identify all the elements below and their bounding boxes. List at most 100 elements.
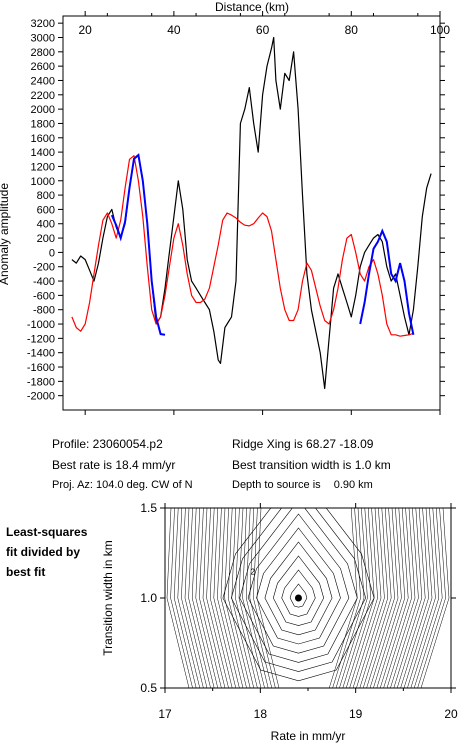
width-axis-label: Transition width in km — [101, 540, 115, 656]
y-tick-label-1: 3000 — [31, 32, 55, 44]
width-tick-label-1: 1.0 — [140, 591, 157, 605]
contour-line-right — [352, 508, 382, 688]
contour-ring — [281, 569, 316, 617]
y-tick-label-21: -1000 — [27, 319, 55, 331]
y-tick-label-3: 2600 — [31, 61, 55, 73]
y-tick-label-0: 3200 — [31, 18, 55, 30]
y-tick-label-8: 1600 — [31, 133, 55, 145]
contour-line-left — [173, 508, 197, 688]
contour-line-left — [177, 508, 201, 688]
x-tick-label-4: 100 — [430, 23, 450, 37]
rate-tick-label-3: 20 — [444, 707, 458, 721]
y-axis-label: Anomaly amplitude — [0, 183, 11, 285]
contour-line-left — [245, 508, 269, 688]
contour-line-right — [359, 508, 389, 688]
y-tick-label-11: 1000 — [31, 176, 55, 188]
width-tick-label-2: 1.5 — [140, 501, 157, 515]
y-tick-label-15: 200 — [37, 233, 55, 245]
y-tick-label-20: -800 — [33, 305, 55, 317]
contour-line-left — [209, 508, 233, 688]
depth-text: Depth to source is 0.90 km — [232, 479, 373, 491]
ridge-xing-text: Ridge Xing is 68.27 -18.09 — [232, 437, 374, 451]
y-tick-label-25: -1800 — [27, 376, 55, 388]
contour-line-right — [413, 508, 443, 688]
y-tick-label-10: 1200 — [31, 161, 55, 173]
contour-value-label: 2 — [250, 568, 255, 577]
y-tick-label-14: 400 — [37, 219, 55, 231]
width-tick-label-0: 0.5 — [140, 681, 157, 695]
contour-line-right — [335, 508, 365, 688]
series-line-blue-a — [110, 153, 166, 336]
y-tick-label-17: -200 — [33, 262, 55, 274]
contour-line-left — [191, 508, 215, 688]
contour-line-right — [366, 508, 395, 688]
rate-axis-label: Rate in mm/yr — [271, 729, 346, 743]
contour-line-left — [235, 508, 258, 688]
contour-line-left — [217, 508, 240, 688]
y-tick-label-9: 1400 — [31, 147, 55, 159]
contour-line-left — [170, 508, 193, 688]
y-tick-label-6: 2000 — [31, 104, 55, 116]
contour-line-left — [184, 508, 208, 688]
contour-line-right — [390, 508, 419, 688]
contour-line-right — [349, 508, 378, 688]
contour-line-left — [195, 508, 219, 688]
contour-line-right — [403, 508, 433, 688]
contour-line-right — [379, 508, 409, 688]
y-tick-label-16: 0 — [49, 247, 55, 259]
contour-ring — [222, 508, 375, 682]
contour-line-left — [188, 508, 211, 688]
contour-ring — [289, 583, 308, 608]
contour-line-right — [420, 508, 450, 688]
contour-line-right — [356, 508, 385, 688]
series-lines — [71, 36, 432, 390]
contour-line-right — [383, 508, 412, 688]
contour-ring — [272, 555, 325, 626]
contour-ring — [256, 527, 341, 645]
contour-ring — [247, 513, 350, 654]
contour-ring — [264, 541, 333, 636]
y-tick-label-2: 2800 — [31, 47, 55, 59]
contour-line-left — [249, 508, 273, 688]
contour-line-right — [407, 508, 436, 688]
anomaly-chart: 20 40 60 80 10032003000280026002400220020001… — [0, 0, 450, 415]
y-tick-label-26: -2000 — [27, 391, 55, 403]
contour-line-right — [417, 508, 446, 688]
contour-line-right — [396, 508, 426, 688]
contour-line-left — [256, 508, 280, 688]
contour-line-right — [369, 508, 399, 688]
contour-line-right — [345, 508, 375, 688]
contour-line-left — [224, 508, 247, 688]
contour-line-right — [386, 508, 416, 688]
y-tick-label-18: -400 — [33, 276, 55, 288]
x-tick-label-0: 20 — [78, 23, 92, 37]
x-tick-label-1: 40 — [167, 23, 181, 37]
best-fit-marker — [294, 594, 302, 602]
contour-line-left — [238, 508, 262, 688]
x-tick-label-2: 60 — [256, 23, 270, 37]
series-line-1 — [71, 155, 414, 337]
y-tick-label-23: -1400 — [27, 348, 55, 360]
y-tick-label-13: 600 — [37, 204, 55, 216]
contour-tick-marks: 17 18 19 20 0.5 1.0 1.5 — [140, 501, 458, 721]
rate-tick-label-1: 18 — [254, 707, 268, 721]
tick-marks: 20 40 60 80 10032003000280026002400220020001… — [27, 11, 450, 415]
y-tick-label-12: 800 — [37, 190, 55, 202]
x-tick-label-3: 80 — [345, 23, 359, 37]
contour-lines — [166, 508, 450, 688]
contour-line-right — [400, 508, 429, 688]
contour-ring — [239, 508, 358, 663]
depth-value: 0.90 km — [333, 479, 373, 491]
contour-line-right — [342, 508, 372, 688]
contour-line-right — [328, 508, 358, 688]
side-note: Least-squares fit divided by best fit — [6, 522, 87, 582]
contour-line-right — [373, 508, 402, 688]
contour-line-right — [332, 508, 361, 688]
contour-line-left — [242, 508, 265, 688]
contour-line-left — [231, 508, 255, 688]
y-tick-label-4: 2400 — [31, 75, 55, 87]
series-line-blue-b — [359, 228, 415, 336]
contour-line-right — [339, 508, 368, 688]
x-axis-label: Distance (km) — [215, 0, 289, 14]
contour-line-right — [393, 508, 423, 688]
